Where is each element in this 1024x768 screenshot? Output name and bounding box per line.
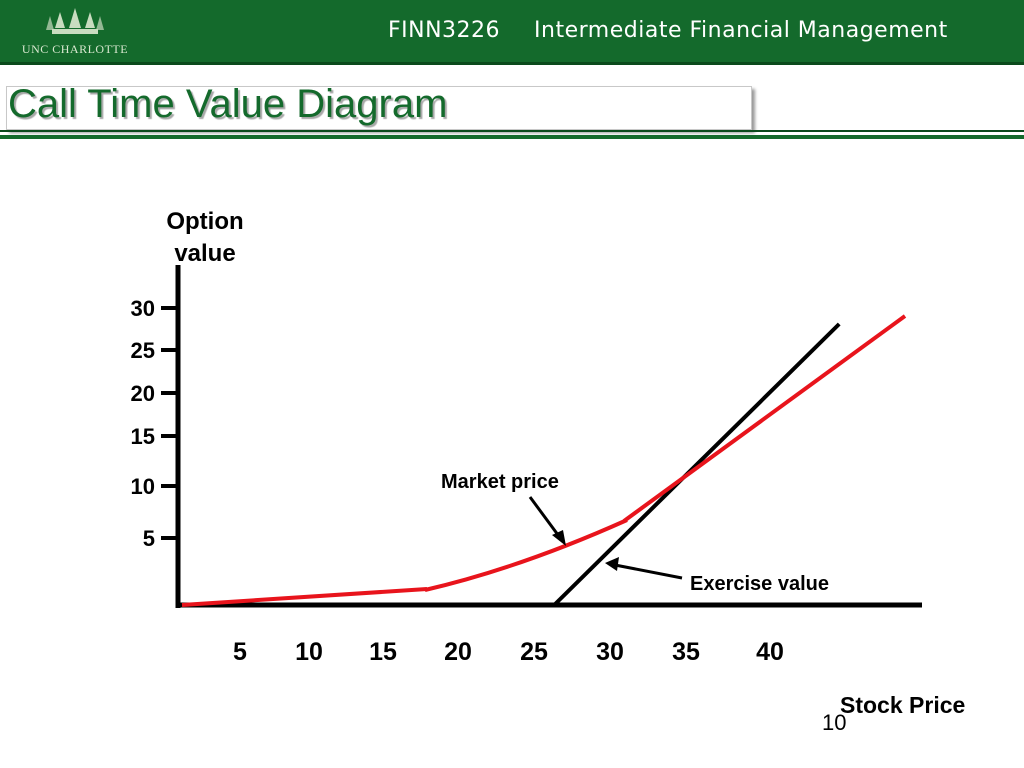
page-number: 10 (822, 710, 847, 735)
slide-title: Call Time Value Diagram (8, 82, 448, 126)
exercise-value-label: Exercise value (690, 573, 829, 595)
y-tick-label: 5 (143, 526, 155, 551)
exercise-value-line (552, 322, 841, 607)
market-price-line-flat (181, 587, 428, 607)
y-tick-label: 15 (131, 424, 155, 449)
course-heading: FINN3226 Intermediate Financial Managemen… (388, 18, 948, 43)
header-bar: UNC CHARLOTTE FINN3226 Intermediate Finan… (0, 0, 1024, 62)
x-tick-label: 10 (295, 638, 323, 666)
x-tick-label: 30 (596, 638, 624, 666)
market-price-line-curve (424, 518, 628, 592)
y-tick-label: 25 (131, 338, 155, 363)
x-tick-label: 20 (444, 638, 472, 666)
market-price-arrow (528, 496, 563, 540)
header-divider (0, 62, 1024, 65)
x-tick-label: 5 (233, 638, 247, 666)
x-tick-label: 35 (672, 638, 700, 666)
market-price-arrowhead (552, 530, 566, 546)
course-number: FINN3226 (388, 18, 501, 43)
y-tick-label: 10 (131, 474, 155, 499)
y-tick-label: 30 (131, 296, 155, 321)
y-tick-label: 20 (131, 381, 155, 406)
exercise-value-arrow (614, 563, 683, 580)
title-rule-green (0, 135, 1024, 139)
logo-text: UNC CHARLOTTE (21, 42, 129, 56)
x-axis-label: Stock Price (840, 692, 966, 718)
title-rule-dark (0, 130, 1024, 132)
x-tick-label: 40 (756, 638, 784, 666)
course-title: Intermediate Financial Management (534, 18, 948, 43)
market-price-line-upper (622, 314, 907, 523)
market-price-label: Market price (441, 471, 559, 493)
x-tick-label: 15 (369, 638, 397, 666)
unc-charlotte-logo: UNC CHARLOTTE (10, 6, 140, 58)
crown-icon (46, 8, 104, 34)
title-frame (6, 86, 752, 130)
exercise-value-arrowhead (605, 557, 619, 571)
x-tick-label: 25 (520, 638, 548, 666)
y-axis-label: Option value (166, 208, 244, 267)
